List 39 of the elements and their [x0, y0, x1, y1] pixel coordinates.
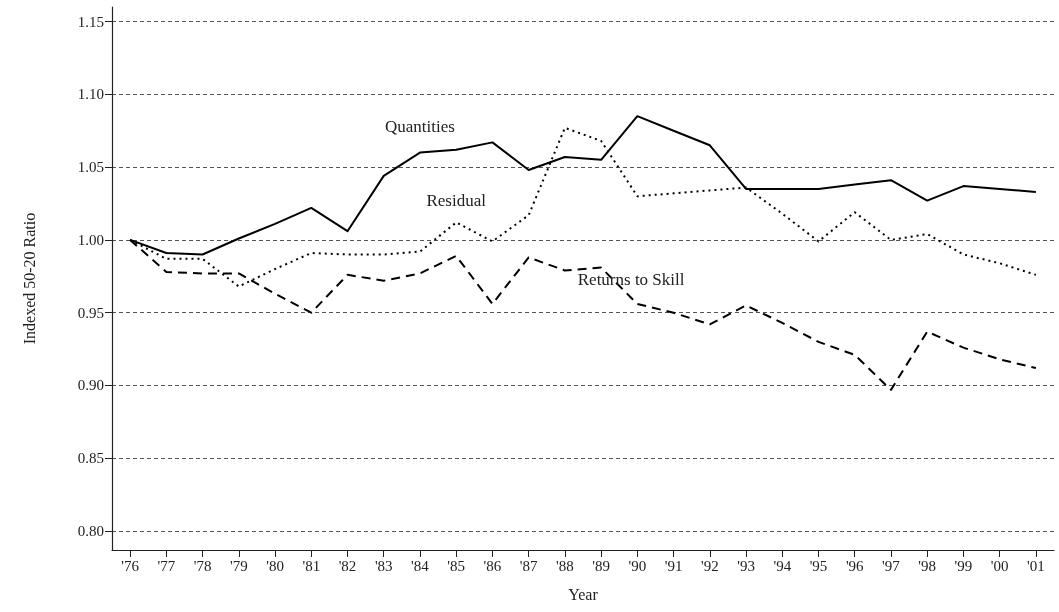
x-tick-label: '85	[447, 557, 466, 574]
y-tick-label: 1.15	[77, 13, 104, 30]
y-axis-title: Indexed 50-20 Ratio	[20, 212, 38, 345]
y-tick-label: 1.00	[77, 231, 104, 248]
x-tick-label: '88	[556, 557, 574, 574]
x-tick-label: '81	[302, 557, 321, 574]
x-tick-label: '95	[809, 557, 828, 574]
y-tick-label: 0.80	[77, 523, 104, 540]
x-tick-label: '78	[193, 557, 212, 574]
x-tick-label: '92	[700, 557, 719, 574]
series-label: Residual	[426, 190, 487, 210]
x-tick-label: '01	[1027, 557, 1045, 574]
x-tick-label: '99	[954, 557, 973, 574]
x-tick-label: '94	[773, 557, 792, 574]
x-tick-label: '00	[990, 557, 1009, 574]
x-tick-label: '98	[918, 557, 937, 574]
x-tick-label: '87	[519, 557, 538, 574]
x-tick-label: '80	[266, 557, 284, 574]
x-tick-label: '77	[157, 557, 176, 574]
x-tick-label: '93	[737, 557, 755, 574]
y-tick-label: 0.95	[77, 304, 104, 321]
y-tick-label: 1.10	[77, 86, 104, 103]
y-tick-label: 0.90	[77, 377, 104, 394]
x-tick-label: '83	[374, 557, 393, 574]
x-tick-label: '89	[592, 557, 610, 574]
series-label: Quantities	[385, 117, 455, 137]
x-tick-label: '97	[882, 557, 901, 574]
x-tick-label: '76	[121, 557, 140, 574]
x-tick-label: '79	[229, 557, 248, 574]
x-tick-label: '91	[664, 557, 683, 574]
x-tick-label: '84	[411, 557, 430, 574]
x-tick-label: '82	[338, 557, 357, 574]
x-axis-title: Year	[568, 585, 599, 603]
x-tick-label: '90	[628, 557, 647, 574]
x-tick-label: '86	[483, 557, 502, 574]
x-tick-label: '96	[845, 557, 865, 574]
series-label: Returns to Skill	[577, 270, 685, 290]
y-tick-label: 1.05	[77, 159, 104, 176]
y-tick-label: 0.85	[77, 450, 104, 467]
